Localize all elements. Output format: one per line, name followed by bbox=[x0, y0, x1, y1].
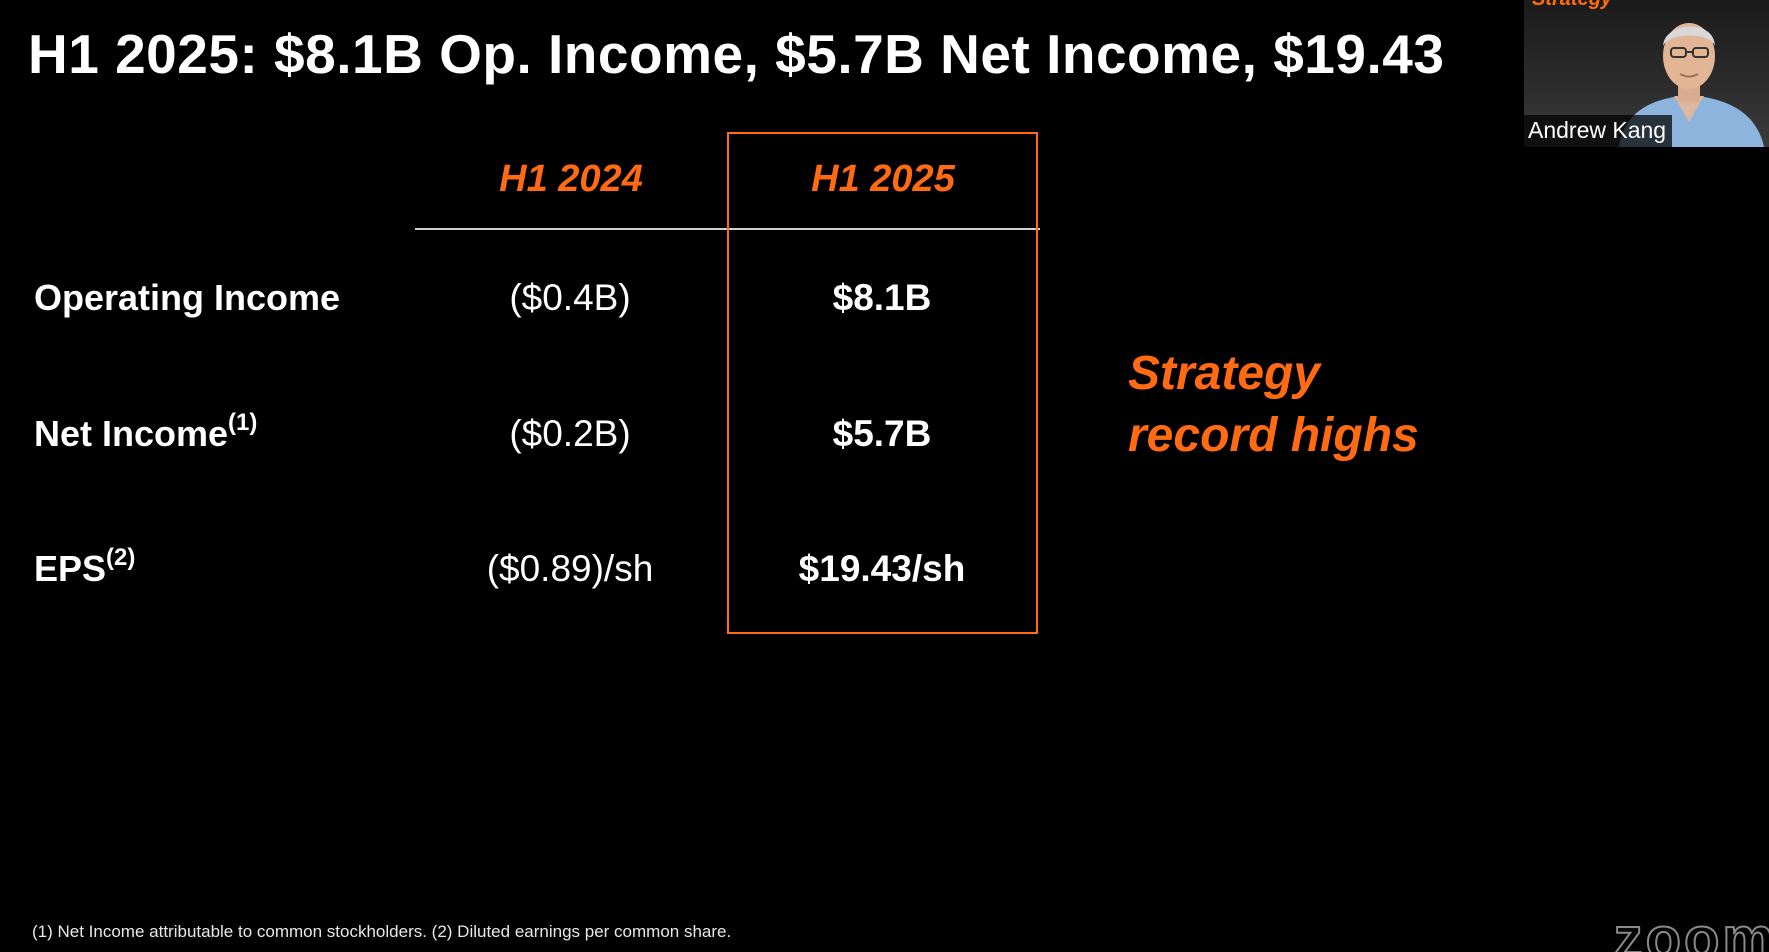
callout-line-1: Strategy bbox=[1128, 347, 1321, 400]
cell-net-income-h1-2025: $5.7B bbox=[832, 413, 932, 454]
background-brand-text: Strategy bbox=[1532, 0, 1612, 11]
slide-footnote: (1) Net Income attributable to common st… bbox=[32, 922, 732, 941]
participant-name-label: Andrew Kang bbox=[1524, 115, 1673, 147]
row-label-operating-income: Operating Income bbox=[34, 277, 340, 319]
slide-title: H1 2025: $8.1B Op. Income, $5.7B Net Inc… bbox=[28, 23, 1445, 85]
row-label-text: Net Income bbox=[34, 413, 229, 454]
cell-eps-h1-2024: ($0.89)/sh bbox=[486, 548, 654, 589]
footnote-marker: (2) bbox=[106, 544, 136, 571]
footnote-marker: (1) bbox=[228, 409, 258, 436]
callout-line-2: record highs bbox=[1128, 409, 1419, 462]
cell-operating-income-h1-2025: $8.1B bbox=[832, 277, 932, 318]
cell-eps-h1-2025: $19.43/sh bbox=[798, 548, 966, 589]
speaker-video-tile[interactable]: Strategy Andrew Kang bbox=[1524, 0, 1769, 147]
column-header-h1-2024: H1 2024 bbox=[499, 158, 643, 200]
column-header-h1-2025: H1 2025 bbox=[811, 158, 955, 200]
record-highs-callout: Strategy record highs bbox=[1128, 343, 1419, 467]
cell-operating-income-h1-2024: ($0.4B) bbox=[509, 277, 631, 318]
row-label-net-income: Net Income(1) bbox=[34, 409, 257, 455]
row-label-text: Operating Income bbox=[34, 277, 341, 318]
zoom-logo: zoom bbox=[1613, 905, 1769, 952]
row-label-eps: EPS(2) bbox=[34, 544, 135, 590]
row-label-text: EPS bbox=[34, 548, 107, 589]
h1-2025-highlight-box bbox=[727, 132, 1038, 634]
cell-net-income-h1-2024: ($0.2B) bbox=[509, 413, 631, 454]
